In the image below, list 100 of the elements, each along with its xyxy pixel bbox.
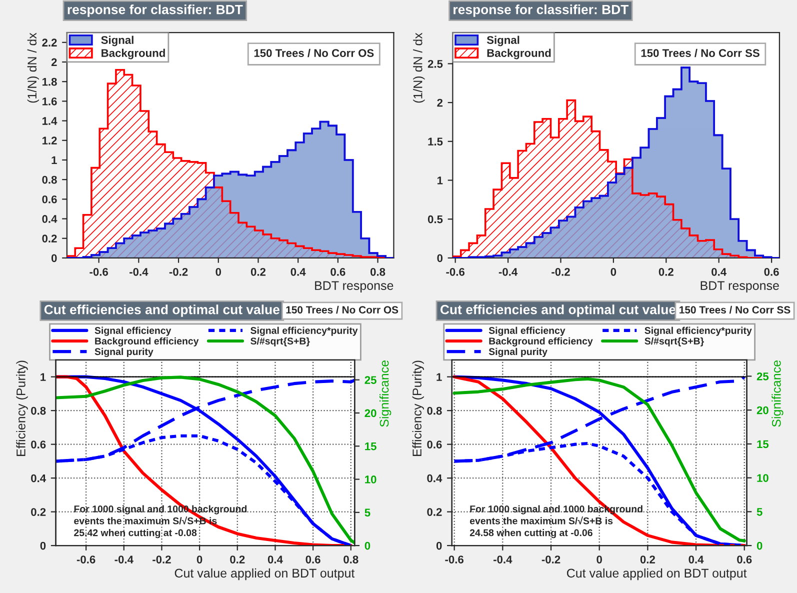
x-tick-label: -0.6 [90, 268, 108, 276]
y2-tick-label: 5 [364, 508, 370, 517]
y-tick-label: 1 [40, 373, 46, 381]
x-tick-label: 0.6 [330, 268, 346, 276]
text: 150 Trees / No Corr SS [680, 306, 790, 314]
y-tick-label: 0.4 [42, 215, 58, 223]
x-axis-title: BDT response [700, 281, 779, 292]
legend-label: Signal efficiency*purity [644, 326, 752, 336]
x-tick-label: -0.2 [542, 556, 560, 564]
y-tick-label: 0.8 [31, 406, 46, 415]
legend-label: Background [102, 48, 165, 60]
x-tick-label: -0.2 [552, 268, 570, 276]
x-tick-label: -0.4 [498, 268, 518, 276]
legend-label: S/#sqrt{S+B} [250, 337, 310, 346]
x-tick-label: -0.4 [494, 556, 512, 564]
chart-title: Cut efficiencies and optimal cut value [44, 304, 280, 317]
y2-tick-label: 5 [756, 508, 762, 516]
x-tick-label: 0.8 [344, 556, 358, 564]
y2-tick-label: 10 [365, 476, 376, 484]
y2-tick-label: 25 [364, 376, 376, 384]
y-tick-label: 0.2 [42, 234, 57, 242]
legend-label: Signal purity [488, 348, 548, 358]
y2-tick-label: 10 [757, 474, 768, 482]
y-tick-label: 0.6 [31, 440, 46, 448]
x-tick-label: -0.2 [169, 268, 188, 276]
y2-tick-label: 0 [756, 542, 762, 550]
annotation: 150 Trees / No Corr OS [254, 48, 374, 58]
y-tick-label: 1.5 [428, 138, 443, 146]
x-tick-label: -0.6 [76, 556, 96, 564]
y-axis-title: (1/N) dN / dx [413, 32, 425, 103]
y-tick-label: 1.8 [42, 78, 57, 86]
x-tick-label: 0.2 [658, 268, 674, 276]
chart-title: Cut efficiencies and optimal cut value [440, 304, 676, 317]
x-tick-label: 0.4 [712, 268, 727, 276]
y2-axis-title: Significance [380, 360, 392, 427]
legend-label: Background efficiency [95, 337, 199, 346]
y2-axis-title: Significance [772, 360, 784, 427]
y-axis-title: (1/N) dN / dx [27, 32, 39, 103]
y2-tick-label: 15 [757, 440, 769, 448]
y-tick-label: 1.4 [42, 117, 58, 125]
legend-label: Signal [101, 36, 134, 46]
y-tick-label: 0 [40, 542, 46, 550]
y-tick-label: 1.2 [42, 136, 57, 144]
y2-tick-label: 20 [756, 406, 768, 414]
y-tick-label: 0 [436, 542, 442, 550]
y-tick-label: 2 [437, 98, 443, 107]
chart-title: response for classifier: BDT [454, 4, 629, 17]
y2-tick-label: 15 [365, 442, 376, 450]
x-tick-label: 0.8 [370, 268, 386, 276]
x-tick-label: 0.6 [764, 268, 779, 276]
legend-label: Background efficiency [489, 337, 593, 346]
y-tick-label: 0.5 [428, 215, 443, 224]
legend-label: Signal efficiency*purity [250, 326, 358, 336]
y-tick-label: 0.6 [42, 195, 57, 204]
text: 150 Trees / No Corr OS [286, 306, 398, 314]
annotation: 150 Trees / No Corr SS [641, 48, 760, 58]
x-tick-label: -0.4 [114, 556, 134, 564]
y-tick-label: 0.8 [42, 176, 57, 184]
x-tick-label: 0 [596, 556, 602, 564]
y-tick-label: 1.6 [42, 97, 57, 106]
legend-label: Signal [486, 36, 520, 46]
legend-label: S/#sqrt{S+B} [644, 337, 704, 346]
x-tick-label: 0 [196, 556, 202, 564]
y-tick-label: 0 [51, 254, 57, 262]
y-tick-label: 0.8 [427, 406, 442, 415]
x-tick-label: 0.2 [250, 268, 266, 276]
x-tick-label: 0.4 [688, 556, 704, 564]
x-tick-label: -0.2 [152, 556, 171, 564]
y-tick-label: 1 [436, 373, 442, 381]
legend-label: Signal efficiency [94, 326, 172, 336]
y-axis-title: Efficiency (Purity) [16, 360, 28, 456]
chart-title: response for classifier: BDT [68, 4, 243, 17]
x-tick-label: -0.6 [445, 556, 464, 564]
x-tick-label: 0.2 [640, 556, 655, 564]
y-tick-label: 1 [52, 156, 57, 164]
x-axis-title: BDT response [315, 281, 394, 292]
y-tick-label: 0.4 [427, 474, 442, 482]
x-tick-label: -0.4 [130, 268, 148, 276]
y-tick-label: 0.6 [427, 440, 442, 448]
y-axis-title: Efficiency (Purity) [412, 360, 424, 456]
y-tick-label: 1 [437, 176, 443, 184]
x-tick-label: 0.4 [290, 268, 306, 276]
x-axis-title: Cut value applied on BDT output [174, 568, 355, 580]
y-tick-label: 0.4 [31, 474, 46, 482]
y-tick-label: 2.5 [428, 60, 443, 68]
y2-tick-label: 25 [756, 372, 769, 380]
x-tick-label: 0 [216, 268, 222, 276]
y2-tick-label: 20 [364, 409, 376, 418]
x-tick-label: 0 [610, 268, 616, 276]
y2-tick-label: 0 [364, 542, 370, 550]
y-tick-label: 0.2 [427, 508, 442, 516]
y-tick-label: 0.2 [31, 508, 46, 516]
x-axis-title: Cut value applied on BDT output [566, 568, 747, 580]
y-tick-label: 0 [437, 254, 443, 262]
x-tick-label: 0.4 [268, 556, 283, 564]
legend-label: Background [487, 48, 551, 60]
legend-label: Signal purity [94, 348, 154, 358]
legend-label: Signal efficiency [488, 326, 566, 336]
y-tick-label: 2 [51, 58, 57, 66]
x-tick-label: -0.6 [446, 268, 465, 276]
